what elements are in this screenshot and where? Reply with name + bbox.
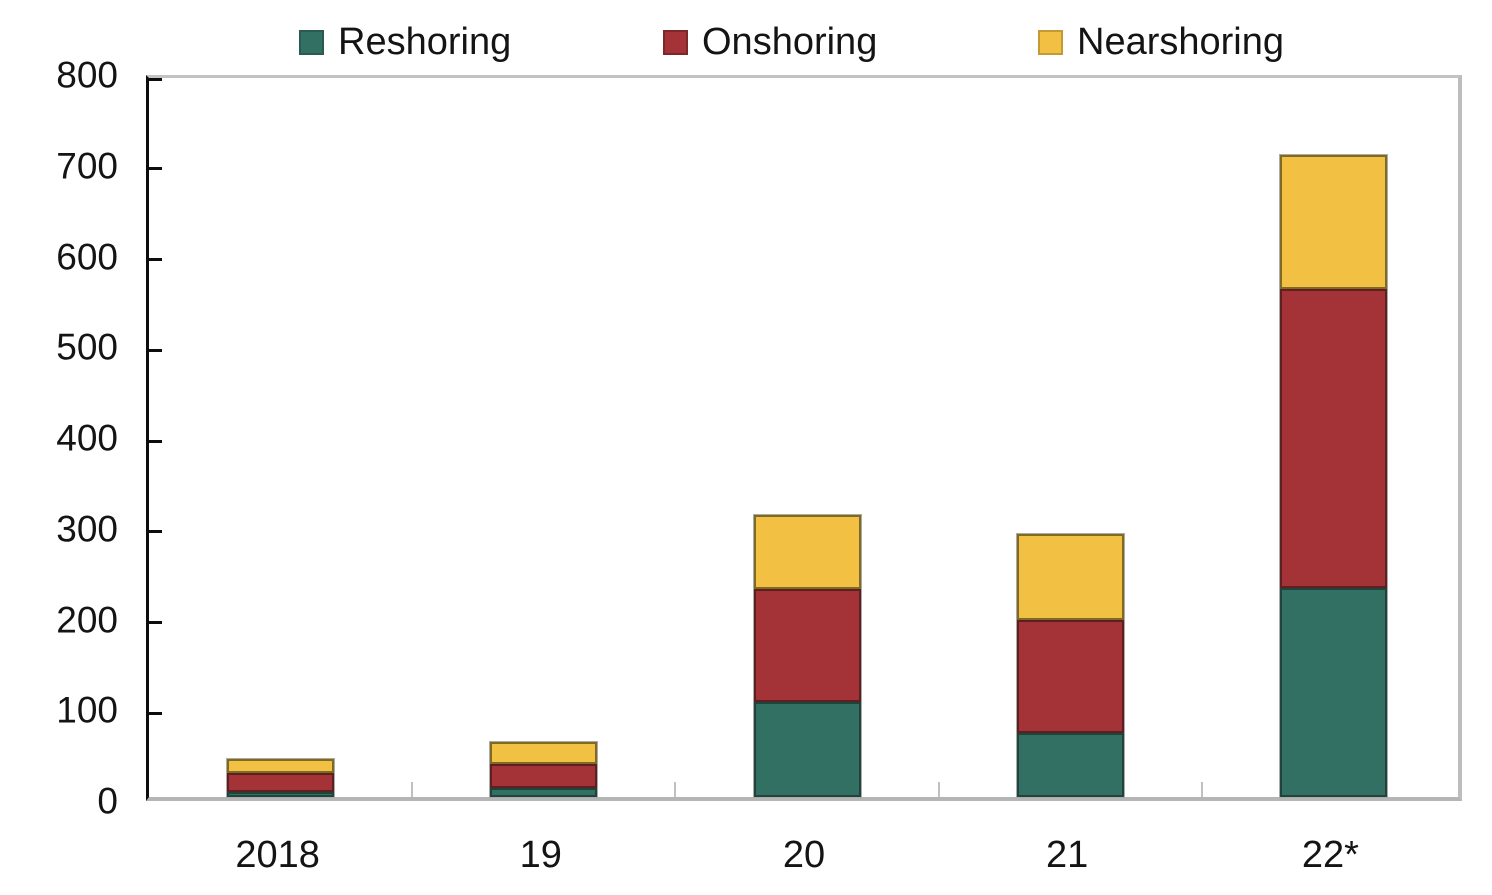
y-tick-mark-600 — [149, 258, 162, 261]
legend-item-onshoring: Onshoring — [663, 20, 877, 64]
x-tick-mark-3 — [937, 782, 940, 797]
legend-label-reshoring: Reshoring — [338, 21, 512, 63]
bar-2018 — [227, 758, 335, 797]
y-tick-mark-800 — [149, 78, 162, 81]
bar-20-nearshoring-segment — [753, 514, 861, 590]
y-tick-label-300: 300 — [56, 508, 118, 550]
x-tick-label-2018: 2018 — [235, 834, 320, 876]
bar-19-onshoring-segment — [490, 764, 598, 788]
y-tick-label-0: 0 — [97, 780, 118, 822]
bar-22-onshoring-segment — [1279, 288, 1387, 589]
y-tick-label-700: 700 — [56, 145, 118, 187]
x-tick-mark-2 — [674, 782, 677, 797]
legend-swatch-nearshoring-icon — [1038, 29, 1063, 55]
x-tick-label-22: 22* — [1301, 834, 1359, 876]
bar-19-nearshoring-segment — [490, 741, 598, 765]
bar-20-onshoring-segment — [753, 589, 861, 702]
bar-19-reshoring-segment — [490, 787, 598, 797]
legend-item-nearshoring: Nearshoring — [1038, 20, 1284, 64]
plot-area — [146, 75, 1462, 801]
bar-22-reshoring-segment — [1279, 588, 1387, 797]
bar-21 — [1016, 533, 1124, 797]
bar-2018-onshoring-segment — [227, 772, 335, 793]
x-tick-label-19: 19 — [519, 834, 562, 876]
y-tick-label-400: 400 — [56, 417, 118, 459]
bar-21-nearshoring-segment — [1016, 533, 1124, 621]
y-tick-mark-500 — [149, 348, 162, 352]
bar-21-onshoring-segment — [1016, 620, 1124, 733]
bar-21-reshoring-segment — [1016, 732, 1124, 797]
legend-label-onshoring: Onshoring — [702, 21, 878, 63]
x-tick-label-20: 20 — [782, 834, 826, 876]
y-tick-mark-700 — [149, 167, 162, 171]
y-tick-label-200: 200 — [56, 599, 118, 640]
y-tick-mark-200 — [149, 621, 162, 624]
bar-22-nearshoring-segment — [1279, 154, 1387, 289]
y-tick-label-800: 800 — [56, 54, 118, 96]
bar-2018-reshoring-segment — [227, 792, 335, 797]
legend-label-nearshoring: Nearshoring — [1077, 21, 1284, 63]
bar-22 — [1279, 154, 1387, 797]
y-tick-mark-400 — [149, 439, 162, 443]
legend-swatch-onshoring-icon — [663, 29, 688, 55]
y-tick-mark-300 — [149, 530, 162, 534]
y-tick-label-600: 600 — [56, 236, 118, 277]
x-tick-mark-4 — [1200, 782, 1203, 797]
legend-swatch-reshoring-icon — [299, 29, 324, 55]
bar-20 — [753, 514, 861, 797]
bar-2018-nearshoring-segment — [227, 758, 335, 773]
y-tick-label-500: 500 — [56, 326, 118, 368]
y-tick-label-100: 100 — [56, 689, 118, 731]
bar-19 — [490, 741, 598, 797]
x-tick-label-21: 21 — [1046, 834, 1089, 876]
bar-20-reshoring-segment — [753, 701, 861, 797]
x-tick-mark-1 — [411, 782, 414, 797]
legend-item-reshoring: Reshoring — [299, 20, 511, 64]
y-tick-mark-100 — [149, 711, 162, 715]
